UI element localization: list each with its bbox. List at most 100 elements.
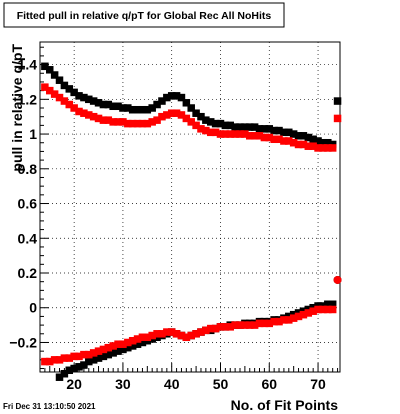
- data-point: [289, 130, 298, 138]
- data-point: [236, 123, 244, 131]
- data-point: [167, 92, 176, 100]
- data-point: [206, 118, 215, 126]
- data-point: [221, 323, 230, 331]
- data-point: [148, 331, 156, 340]
- data-point: [158, 330, 166, 338]
- data-point: [153, 116, 161, 124]
- data-point: [109, 118, 117, 126]
- data-point: [124, 343, 132, 352]
- data-point: [65, 100, 74, 109]
- data-point: [211, 128, 220, 137]
- data-point: [128, 119, 137, 128]
- data-point: [143, 105, 152, 114]
- data-point: [202, 126, 210, 135]
- data-point: [114, 118, 122, 126]
- data-point: [128, 105, 137, 114]
- data-point: [333, 275, 342, 284]
- data-point: [187, 118, 195, 126]
- data-point: [192, 109, 200, 117]
- data-point: [80, 350, 88, 359]
- data-point: [99, 100, 108, 109]
- data-point: [119, 345, 127, 354]
- data-point: [333, 114, 342, 123]
- data-point: [197, 328, 205, 336]
- data-point: [270, 135, 278, 144]
- x-tick-label: 50: [213, 376, 229, 392]
- data-point: [246, 132, 254, 140]
- data-point: [99, 352, 108, 361]
- data-point: [60, 354, 69, 362]
- data-point: [41, 83, 49, 91]
- data-point: [319, 144, 327, 152]
- data-point: [260, 125, 269, 133]
- data-point: [280, 137, 288, 145]
- data-point: [265, 319, 274, 328]
- data-point: [65, 85, 74, 93]
- data-point: [319, 305, 327, 314]
- data-point: [236, 130, 244, 138]
- data-point: [285, 316, 293, 324]
- data-point: [94, 114, 103, 123]
- data-point: [133, 105, 142, 114]
- data-point: [285, 128, 293, 137]
- data-point: [241, 321, 249, 329]
- data-point: [124, 338, 132, 347]
- title-box: Fitted pull in relative q/pT for Global …: [3, 2, 285, 28]
- data-point: [41, 357, 49, 366]
- data-point: [324, 305, 332, 314]
- data-point: [109, 349, 117, 357]
- data-point: [255, 319, 264, 328]
- chart-title: Fitted pull in relative q/pT for Global …: [17, 10, 272, 22]
- y-tick-label: 0.2: [18, 265, 38, 281]
- data-point: [299, 310, 308, 319]
- grid: [40, 42, 340, 372]
- data-point: [294, 140, 303, 149]
- x-axis-label: No. of Fit Points: [231, 397, 339, 413]
- data-point: [246, 321, 254, 329]
- data-point: [333, 97, 342, 105]
- data-point: [260, 133, 269, 142]
- data-point: [124, 119, 132, 128]
- data-point: [46, 357, 54, 366]
- data-point: [89, 356, 98, 364]
- data-point: [216, 119, 225, 128]
- data-point: [143, 119, 152, 128]
- data-point: [41, 62, 49, 71]
- data-point: [94, 99, 103, 107]
- data-point: [55, 356, 64, 364]
- data-point: [226, 130, 234, 138]
- data-point: [46, 66, 54, 74]
- data-point: [46, 86, 54, 95]
- data-point: [172, 330, 181, 338]
- data-point: [99, 345, 108, 354]
- data-point: [275, 126, 283, 135]
- data-point: [89, 97, 98, 105]
- data-point: [314, 137, 322, 145]
- data-point: [50, 71, 59, 79]
- data-point: [133, 340, 142, 348]
- data-point: [231, 130, 239, 138]
- y-tick-label: 1: [29, 126, 37, 142]
- data-point: [119, 118, 127, 126]
- data-point: [328, 144, 337, 152]
- data-point: [94, 354, 103, 362]
- data-point: [265, 133, 274, 142]
- data-point: [128, 342, 137, 350]
- data-point: [89, 349, 98, 357]
- data-point: [309, 135, 317, 144]
- y-axis-label: pull in relative q/pT: [9, 44, 25, 172]
- data-point: [55, 373, 64, 381]
- data-point: [65, 366, 74, 375]
- data-point: [241, 130, 249, 138]
- data-point: [50, 90, 59, 98]
- data-point: [187, 331, 195, 340]
- data-point: [85, 95, 93, 104]
- data-point: [70, 364, 78, 373]
- data-point: [133, 335, 142, 343]
- data-point: [143, 333, 152, 342]
- data-point: [65, 354, 74, 362]
- data-point: [70, 352, 78, 361]
- data-point: [167, 328, 176, 336]
- y-tick-label: 0.8: [18, 161, 38, 177]
- data-point: [299, 132, 308, 140]
